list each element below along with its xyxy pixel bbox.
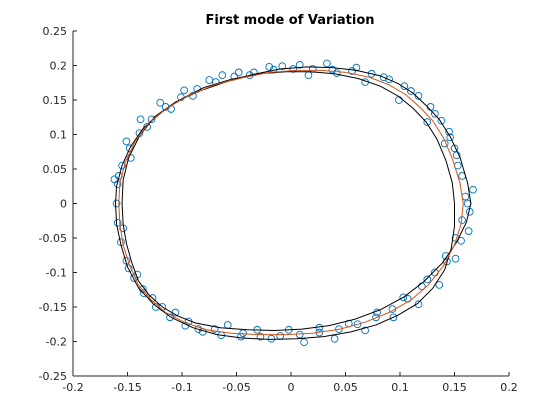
y-tick-label: 0.05 xyxy=(43,163,68,176)
scatter-point xyxy=(469,185,477,194)
scatter-point xyxy=(399,293,408,302)
scatter-point xyxy=(446,133,454,142)
y-tick-label: 0.2 xyxy=(50,60,68,73)
scatter-point xyxy=(435,281,444,289)
scatter-point xyxy=(400,82,409,91)
y-tick-label: 0.25 xyxy=(43,25,68,38)
scatter-point xyxy=(166,313,174,322)
x-tick-label: -0.2 xyxy=(62,381,83,394)
x-tick-label: -0.15 xyxy=(113,381,141,394)
y-tick-label: -0.1 xyxy=(46,267,67,280)
x-tick-label: 0.2 xyxy=(500,381,518,394)
scatter-point xyxy=(136,115,145,124)
scatter-point xyxy=(267,334,276,343)
scatter-point xyxy=(180,86,189,95)
scatter-point xyxy=(385,75,393,84)
scatter-point xyxy=(361,326,369,335)
scatter-point xyxy=(379,73,388,82)
scatter-point xyxy=(352,63,361,72)
scatter-point xyxy=(124,264,133,273)
scatter-point xyxy=(122,137,131,146)
scatter-point xyxy=(323,59,331,68)
x-tick-label: -0.05 xyxy=(222,381,250,394)
scatter-point xyxy=(118,161,126,170)
scatter-point xyxy=(437,116,446,125)
y-tick-label: -0.2 xyxy=(46,336,67,349)
scatter-point xyxy=(353,320,362,329)
scatter-point xyxy=(110,175,119,184)
scatter-point xyxy=(414,300,423,309)
y-tick-label: -0.25 xyxy=(39,370,67,383)
x-tick-label: -0.1 xyxy=(171,381,192,394)
scatter-point xyxy=(265,63,274,71)
scatter-point xyxy=(423,275,432,284)
mode-bound-line-2 xyxy=(121,66,472,331)
scatter-point xyxy=(112,199,121,208)
scatter-point xyxy=(452,151,461,160)
scatter-point xyxy=(423,118,432,126)
scatter-point xyxy=(143,123,151,131)
scatter-point xyxy=(210,325,219,333)
scatter-point xyxy=(407,87,415,95)
plot-area xyxy=(110,59,477,347)
mode-bound-line-1 xyxy=(115,71,455,340)
y-tick-label: 0.15 xyxy=(43,94,68,107)
scatter-point xyxy=(451,254,460,263)
scatter-point xyxy=(367,69,376,78)
axes: -0.2 -0.15 -0.1 -0.05 0 0.05 0.1 0.15 0.2 0.25 0.2… xyxy=(39,25,518,394)
x-tick-label: 0.1 xyxy=(391,381,409,394)
scatter-point xyxy=(256,332,265,341)
scatter-point xyxy=(194,325,203,333)
scatter-point xyxy=(463,199,472,208)
scatter-point xyxy=(330,334,339,343)
scatter-point xyxy=(289,65,298,73)
y-tick-label: 0 xyxy=(60,198,67,211)
scatter-point xyxy=(464,227,473,235)
scatter-point xyxy=(234,68,243,77)
scatter-point xyxy=(278,62,287,71)
scatter-point xyxy=(300,338,308,347)
y-tick-label: -0.15 xyxy=(39,301,67,314)
scatter-point xyxy=(156,98,165,107)
mean-shape-line xyxy=(118,69,464,336)
scatter-point xyxy=(389,313,398,322)
scatter-point xyxy=(147,115,156,124)
scatter-point xyxy=(218,71,227,80)
scatter-point xyxy=(431,109,439,118)
scatter-point xyxy=(113,218,122,227)
chart-title: First mode of Variation xyxy=(205,13,374,28)
scatter-point xyxy=(372,313,380,322)
scatter-point xyxy=(332,69,341,77)
x-tick-label: 0.15 xyxy=(442,381,467,394)
scatter-point xyxy=(414,92,423,100)
y-tick-label: 0.1 xyxy=(50,129,68,142)
x-tick-label: 0.05 xyxy=(333,381,358,394)
x-tick-label: 0 xyxy=(288,381,295,394)
scatter-point xyxy=(295,60,304,69)
scatter-point xyxy=(335,325,343,333)
scatter-point xyxy=(205,76,214,84)
y-tick-label: -0.05 xyxy=(39,232,67,245)
